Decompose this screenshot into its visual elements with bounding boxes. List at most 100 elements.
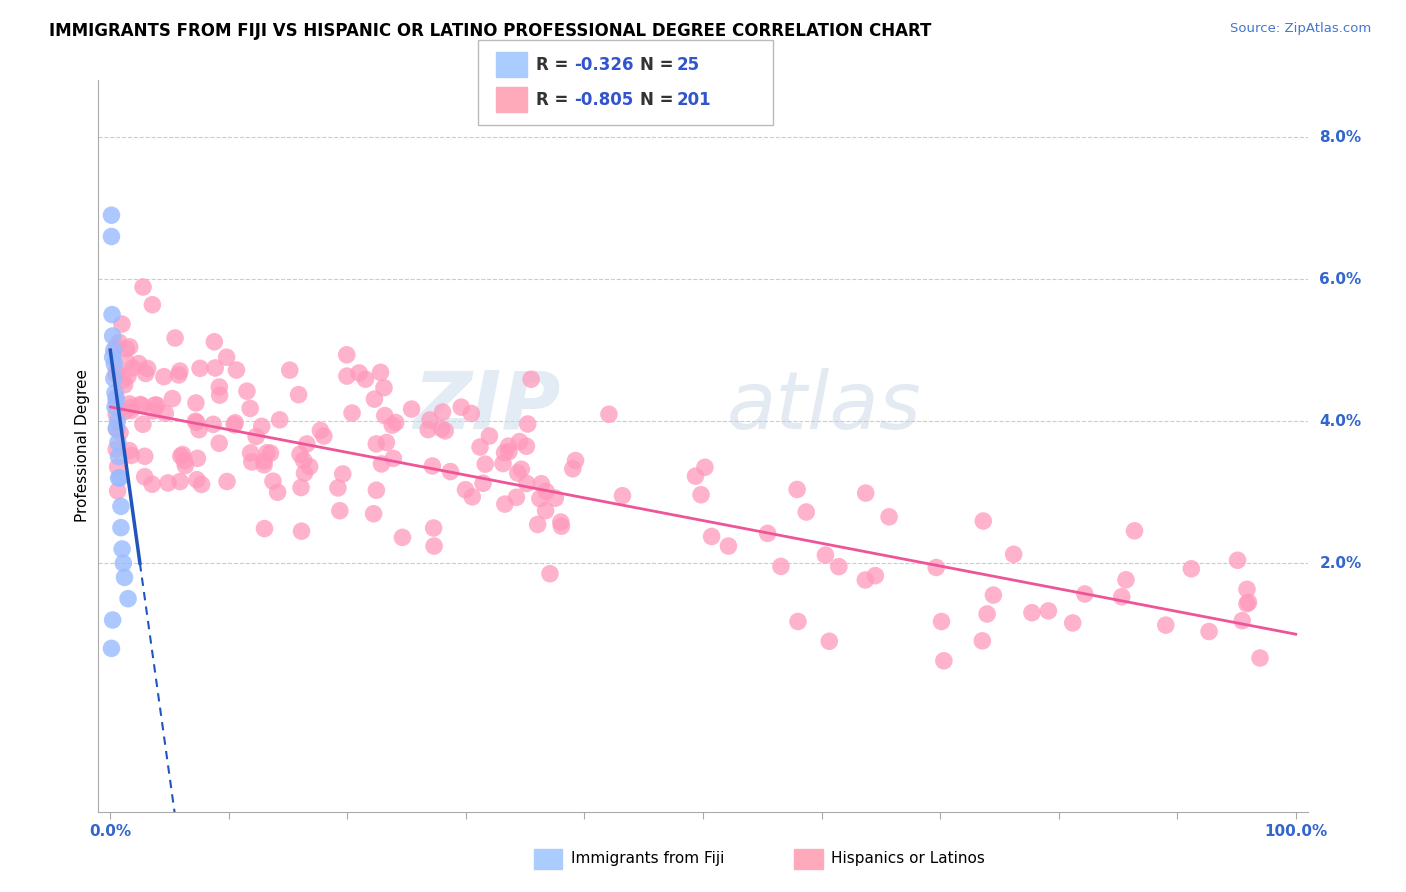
- Point: [173, 453, 195, 467]
- Point: [105, 414, 128, 428]
- Point: [526, 517, 548, 532]
- Text: atlas: atlas: [727, 368, 921, 446]
- Point: [225, 363, 247, 377]
- Point: [354, 372, 377, 386]
- Point: [598, 407, 620, 421]
- Point: [103, 343, 125, 358]
- Point: [250, 419, 273, 434]
- Point: [298, 459, 321, 474]
- Point: [375, 435, 398, 450]
- Point: [118, 443, 141, 458]
- Point: [366, 437, 388, 451]
- Point: [292, 453, 315, 467]
- Point: [1236, 582, 1258, 597]
- Point: [105, 442, 128, 457]
- Point: [143, 398, 166, 412]
- Point: [224, 416, 246, 430]
- Point: [288, 447, 311, 461]
- Point: [1123, 524, 1146, 538]
- Text: Immigrants from Fiji: Immigrants from Fiji: [571, 852, 724, 866]
- Point: [461, 490, 484, 504]
- Point: [114, 404, 136, 418]
- Point: [169, 364, 191, 378]
- Point: [111, 541, 134, 556]
- Point: [107, 483, 129, 498]
- Point: [515, 439, 537, 453]
- Point: [153, 369, 176, 384]
- Text: -0.805: -0.805: [574, 91, 633, 109]
- Point: [877, 509, 900, 524]
- Point: [494, 497, 516, 511]
- Point: [401, 402, 423, 417]
- Point: [516, 417, 538, 431]
- Point: [347, 366, 370, 380]
- Point: [309, 424, 332, 438]
- Point: [786, 483, 808, 497]
- Point: [700, 529, 723, 543]
- Point: [146, 398, 169, 412]
- Point: [114, 377, 136, 392]
- Point: [120, 449, 142, 463]
- Point: [108, 335, 131, 350]
- Point: [103, 371, 125, 385]
- Point: [104, 400, 127, 414]
- Point: [105, 366, 128, 380]
- Point: [382, 451, 405, 466]
- Point: [510, 462, 533, 476]
- Point: [1074, 587, 1097, 601]
- Point: [132, 417, 155, 432]
- Text: N =: N =: [640, 56, 679, 74]
- Point: [373, 381, 395, 395]
- Point: [169, 475, 191, 489]
- Point: [1154, 618, 1177, 632]
- Text: -0.326: -0.326: [574, 56, 633, 74]
- Point: [509, 434, 531, 449]
- Point: [544, 491, 567, 505]
- Point: [1236, 597, 1258, 611]
- Point: [374, 409, 396, 423]
- Point: [202, 334, 225, 349]
- Point: [253, 458, 276, 472]
- Point: [115, 354, 138, 368]
- Point: [202, 417, 225, 432]
- Point: [172, 448, 194, 462]
- Point: [855, 486, 877, 500]
- Point: [1062, 615, 1084, 630]
- Point: [332, 467, 354, 481]
- Point: [787, 615, 810, 629]
- Point: [111, 373, 134, 387]
- Point: [110, 500, 132, 514]
- Point: [818, 634, 841, 648]
- Point: [976, 607, 998, 621]
- Text: 6.0%: 6.0%: [1319, 272, 1361, 286]
- Point: [105, 408, 128, 422]
- Point: [118, 397, 141, 411]
- Point: [460, 407, 482, 421]
- Point: [717, 539, 740, 553]
- Point: [170, 449, 193, 463]
- Point: [134, 469, 156, 483]
- Point: [381, 418, 404, 433]
- Point: [188, 423, 211, 437]
- Point: [422, 458, 444, 473]
- Point: [550, 519, 572, 533]
- Point: [107, 435, 129, 450]
- Point: [494, 445, 516, 459]
- Point: [253, 522, 276, 536]
- Point: [530, 476, 553, 491]
- Point: [186, 451, 208, 466]
- Point: [131, 398, 153, 412]
- Point: [117, 369, 139, 384]
- Point: [454, 483, 477, 497]
- Point: [204, 360, 226, 375]
- Point: [114, 570, 136, 584]
- Point: [107, 450, 129, 464]
- Point: [419, 413, 441, 427]
- Point: [478, 429, 501, 443]
- Point: [135, 367, 157, 381]
- Point: [100, 229, 122, 244]
- Point: [262, 474, 284, 488]
- Point: [693, 460, 716, 475]
- Point: [101, 308, 124, 322]
- Point: [1111, 590, 1133, 604]
